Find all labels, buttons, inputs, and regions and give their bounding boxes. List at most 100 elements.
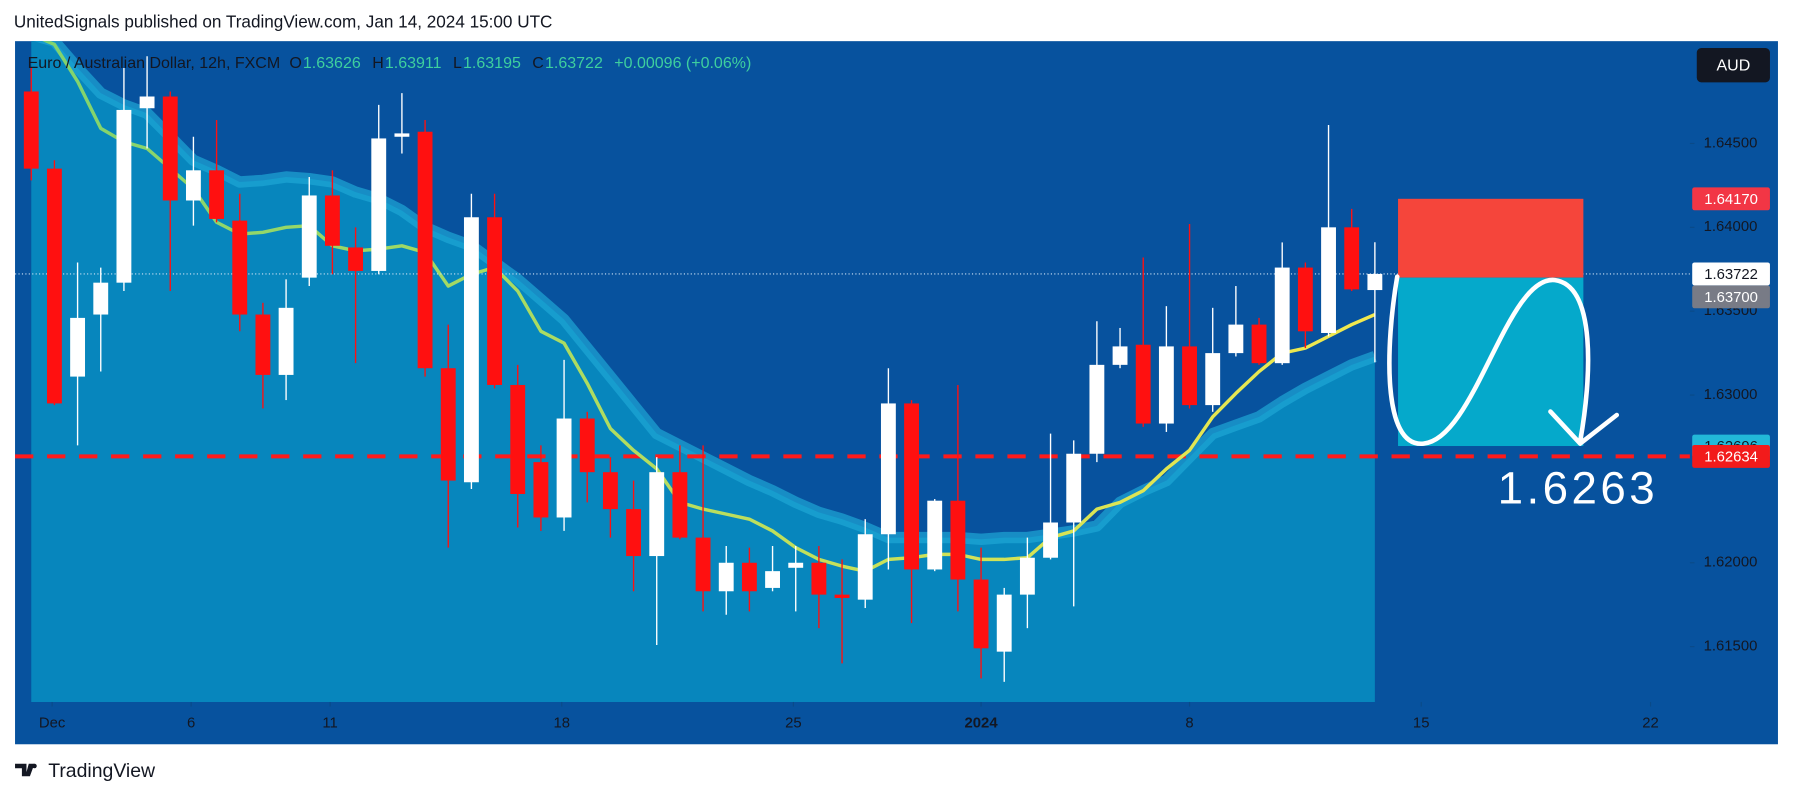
candle-body — [278, 307, 294, 375]
candle-body — [1043, 522, 1058, 558]
candle-body — [695, 537, 711, 592]
x-tick-label: 8 — [1185, 716, 1193, 732]
candle-body — [973, 579, 989, 649]
candle-body — [834, 594, 850, 598]
x-tick-label: 22 — [1642, 716, 1659, 732]
candle-body — [649, 472, 665, 557]
price-tag-label: 1.62634 — [1704, 449, 1758, 465]
y-tick-label: 1.63000 — [1704, 387, 1758, 403]
price-tag-label: 1.63700 — [1704, 290, 1758, 306]
candle-body — [46, 168, 62, 404]
x-tick-label: Dec — [39, 716, 66, 732]
annotation: 1.6263 — [1498, 463, 1658, 514]
candle-body — [741, 562, 757, 592]
legend-text: C — [532, 55, 544, 72]
x-tick-label: 25 — [785, 716, 802, 732]
candle-body — [93, 282, 109, 315]
x-tick-label: 6 — [187, 716, 195, 732]
legend-text: 1.63722 — [545, 55, 603, 72]
candle-body — [463, 217, 479, 483]
logo-dot — [32, 763, 37, 769]
candle-body — [1112, 346, 1128, 365]
y-tick-label: 1.64500 — [1704, 135, 1758, 151]
price-tag-label: 1.64170 — [1704, 192, 1758, 208]
logo-mark — [15, 763, 35, 777]
candle-body — [440, 368, 456, 481]
plot — [15, 41, 1690, 702]
candle-body — [301, 195, 317, 278]
candle-body — [765, 571, 780, 588]
candle-body — [556, 418, 572, 518]
candle-body — [579, 418, 595, 473]
candle-body — [927, 500, 943, 570]
legend-text: 1.63911 — [385, 55, 442, 72]
candle-body — [394, 133, 410, 137]
candle-body — [23, 91, 39, 169]
legend-text: Euro / Australian Dollar, 12h, FXCM — [28, 55, 281, 72]
y-tick-label: 1.61500 — [1704, 639, 1758, 655]
candle-body — [1182, 346, 1197, 406]
candle-body — [950, 500, 966, 580]
candle-body — [1205, 353, 1221, 406]
x-tick-label: 15 — [1413, 716, 1430, 732]
price-tag — [1692, 262, 1770, 286]
candle-body — [1344, 227, 1360, 290]
candle-body — [1135, 344, 1151, 424]
x-tick-label: 11 — [322, 716, 337, 732]
price-tag-label: 1.63722 — [1704, 267, 1758, 283]
candle-body — [232, 220, 248, 315]
legend-text: +0.00096 (+0.06%) — [614, 55, 751, 72]
candle-body — [1158, 346, 1174, 424]
candle-body — [116, 109, 132, 283]
candle-body — [1251, 324, 1267, 364]
stop-zone — [1398, 198, 1584, 278]
candle-body — [996, 594, 1012, 652]
candle-body — [811, 562, 827, 595]
candle-body — [70, 317, 86, 377]
candle-body — [533, 462, 549, 518]
candle-body — [1274, 267, 1290, 364]
candle-body — [718, 562, 734, 592]
y-tick-label: 1.64000 — [1704, 219, 1758, 235]
candle-body — [1066, 453, 1082, 523]
legend-text: 1.63195 — [463, 55, 521, 72]
y-tick-label: 1.62000 — [1704, 555, 1758, 571]
candle-body — [1089, 364, 1105, 454]
candle-body — [788, 562, 804, 568]
price-tag — [1692, 285, 1770, 309]
candle-body — [209, 170, 225, 219]
legend-text: L — [453, 55, 462, 72]
candle-body — [510, 384, 526, 494]
candle-body — [904, 403, 919, 570]
currency-label: AUD — [1716, 58, 1750, 75]
candle-body — [348, 247, 364, 271]
drawn-arrow — [1387, 274, 1620, 446]
candle-body — [1019, 557, 1035, 595]
legend-text: 1.63626 — [303, 55, 361, 72]
legend-text: H — [372, 55, 384, 72]
price-tag — [1692, 444, 1770, 468]
candle-body — [880, 403, 896, 535]
candle-body — [487, 217, 503, 385]
candle-body — [1297, 267, 1313, 332]
candle-body — [602, 472, 618, 510]
candle-body — [324, 195, 340, 246]
candle-body — [162, 96, 178, 201]
candle-body — [255, 314, 271, 375]
candle-body — [1321, 227, 1336, 333]
candle-body — [1228, 324, 1244, 354]
currency-button — [1696, 48, 1770, 83]
candle-body — [857, 534, 873, 600]
header: UnitedSignals published on TradingView.c… — [14, 11, 553, 31]
candle-body — [626, 509, 641, 557]
overlay: 1.6263 Euro / Australian Dollar, 12h, FXC… — [28, 48, 1770, 732]
x-tick-label: 2024 — [965, 716, 999, 732]
footer-brand: TradingView — [48, 760, 156, 782]
candle-body — [417, 131, 433, 369]
tradingview-logo — [15, 763, 37, 777]
candle-body — [1367, 273, 1383, 291]
candle-body — [139, 96, 155, 109]
candle-body — [185, 170, 201, 201]
